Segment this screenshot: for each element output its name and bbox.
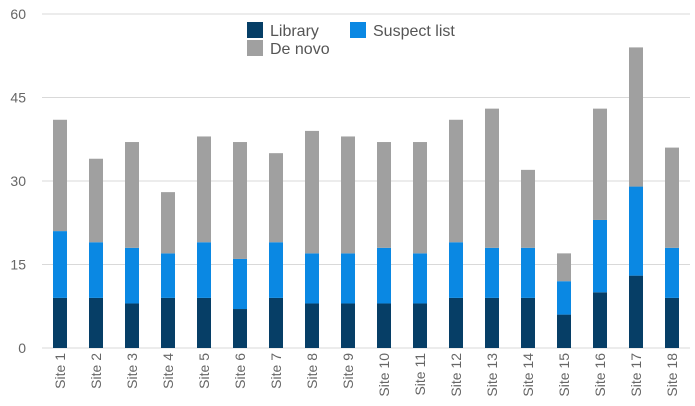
bar-segment-library xyxy=(269,297,283,348)
bar-segment-library xyxy=(629,275,643,348)
bar-segment-library xyxy=(485,297,499,348)
bar-segment-library xyxy=(521,297,535,348)
bar-segment-library xyxy=(53,297,67,348)
x-tick-label: Site 16 xyxy=(592,353,608,397)
bar-segment-de-novo xyxy=(197,136,211,243)
bar-segment-library xyxy=(305,303,319,348)
bar-segment-de-novo xyxy=(485,108,499,248)
bar-segment-suspect-list xyxy=(161,253,175,298)
bar-segment-de-novo xyxy=(593,108,607,220)
bar-segment-de-novo xyxy=(341,136,355,254)
legend-label: Library xyxy=(270,23,319,40)
bar-segment-de-novo xyxy=(233,142,247,259)
x-tick-label: Site 12 xyxy=(448,353,464,397)
bar-segment-de-novo xyxy=(161,192,175,254)
x-tick-label: Site 17 xyxy=(628,353,644,397)
bar-segment-suspect-list xyxy=(125,247,139,304)
bar-segment-suspect-list xyxy=(377,247,391,304)
bar-segment-de-novo xyxy=(305,130,319,254)
gridlines xyxy=(42,13,690,349)
bar-segment-suspect-list xyxy=(521,247,535,298)
bar-segment-suspect-list xyxy=(485,247,499,298)
x-tick-label: Site 10 xyxy=(376,353,392,397)
bar-segment-de-novo xyxy=(269,153,283,243)
bar-segment-suspect-list xyxy=(449,242,463,298)
legend-label: De novo xyxy=(270,41,330,58)
x-tick-label: Site 14 xyxy=(520,353,536,397)
x-tick-label: Site 9 xyxy=(340,353,356,389)
x-tick-label: Site 18 xyxy=(664,353,680,397)
legend-swatch xyxy=(350,22,366,38)
x-axis: Site 1 Site 2 Site 3 Site 4 Site 5 Site 6 Site… xyxy=(52,353,680,397)
bar-segment-de-novo xyxy=(557,253,571,282)
y-tick-label: 0 xyxy=(18,340,26,356)
legend: Library Suspect list De novo xyxy=(247,22,455,58)
bar-segment-suspect-list xyxy=(557,281,571,315)
x-tick-label: Site 1 xyxy=(52,353,68,389)
x-tick-label: Site 8 xyxy=(304,353,320,389)
x-tick-label: Site 3 xyxy=(124,353,140,389)
y-axis: 0 15 30 45 60 xyxy=(10,6,26,356)
bar-segment-suspect-list xyxy=(269,242,283,298)
legend-swatch xyxy=(247,40,263,56)
x-tick-label: Site 6 xyxy=(232,353,248,389)
y-tick-label: 15 xyxy=(10,257,26,273)
x-tick-label: Site 2 xyxy=(88,353,104,389)
y-tick-label: 45 xyxy=(10,90,26,106)
bar-segment-library xyxy=(557,314,571,348)
bar-segment-library xyxy=(89,297,103,348)
bar-segment-library xyxy=(593,292,607,348)
x-tick-label: Site 7 xyxy=(268,353,284,389)
bar-segment-library xyxy=(665,297,679,348)
bar-segment-library xyxy=(341,303,355,348)
bar-segment-library xyxy=(377,303,391,348)
bar-segment-library xyxy=(233,309,247,348)
bar-segment-suspect-list xyxy=(305,253,319,304)
bar-segment-suspect-list xyxy=(629,186,643,276)
bar-segment-de-novo xyxy=(377,142,391,248)
bar-segment-library xyxy=(161,297,175,348)
bars xyxy=(53,47,679,348)
bar-segment-suspect-list xyxy=(413,253,427,304)
bar-segment-library xyxy=(197,297,211,348)
bar-segment-suspect-list xyxy=(53,231,67,298)
bar-segment-de-novo xyxy=(449,119,463,243)
bar-segment-de-novo xyxy=(53,119,67,232)
x-tick-label: Site 11 xyxy=(412,353,428,396)
bar-segment-de-novo xyxy=(521,169,535,248)
bar-segment-de-novo xyxy=(413,142,427,254)
bar-segment-suspect-list xyxy=(89,242,103,298)
bar-segment-suspect-list xyxy=(233,258,247,310)
bar-segment-suspect-list xyxy=(593,219,607,293)
x-tick-label: Site 4 xyxy=(160,353,176,389)
bar-segment-suspect-list xyxy=(197,242,211,298)
y-tick-label: 60 xyxy=(10,6,26,22)
bar-segment-de-novo xyxy=(665,147,679,248)
bar-segment-de-novo xyxy=(89,158,103,243)
bar-segment-library xyxy=(125,303,139,348)
bar-segment-de-novo xyxy=(629,47,643,187)
x-tick-label: Site 5 xyxy=(196,353,212,389)
legend-label: Suspect list xyxy=(373,23,455,40)
bar-segment-suspect-list xyxy=(665,247,679,298)
bar-segment-suspect-list xyxy=(341,253,355,304)
x-tick-label: Site 15 xyxy=(556,353,572,397)
bar-segment-library xyxy=(413,303,427,348)
bar-segment-library xyxy=(449,297,463,348)
y-tick-label: 30 xyxy=(10,173,26,189)
x-tick-label: Site 13 xyxy=(484,353,500,397)
bar-segment-de-novo xyxy=(125,142,139,248)
legend-swatch xyxy=(247,22,263,38)
